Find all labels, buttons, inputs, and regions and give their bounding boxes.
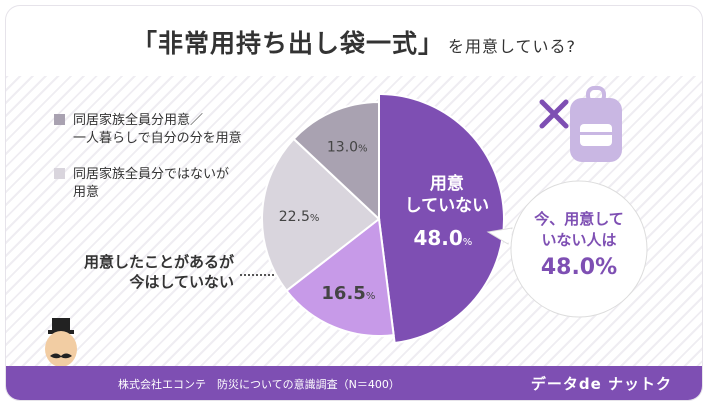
slice-name-label: していない [405,196,490,216]
slice-value-label: 13.0% [327,140,368,156]
callout-line: 今はしていない [129,273,234,291]
slice-value-label: 22.5% [279,209,320,225]
backpack-icon [570,86,622,162]
legend-swatch [54,168,65,179]
legend-item-full: 同居家族全員分用意／ 一人暮らしで自分の分を用意 [54,112,242,148]
speech-bubble [486,180,648,318]
slice-value-label: 16.5% [321,283,375,304]
cross-icon [539,99,569,129]
pie-slice [292,100,380,222]
title-main: 「非常用持ち出し袋一式」 [131,29,444,58]
pie-slice [261,137,381,293]
source-note: 株式会社エコンテ 防災についての意識調査（N＝400） [118,378,400,391]
footer-bar: 株式会社エコンテ 防災についての意識調査（N＝400） データde ナットク [6,366,702,400]
page-title: 「非常用持ち出し袋一式」 を用意している? [6,24,702,60]
slice-value-label: 48.0% [413,226,472,250]
legend-text: 用意 [73,185,100,200]
infographic-card: 「非常用持ち出し袋一式」 を用意している? 同居家族全員分用意／ 一人暮らしで自分… [6,6,702,400]
callout-label: 用意したことがあるが 今はしていない [34,252,234,292]
legend-text: 同居家族全員分ではないが [73,167,230,182]
brand-logo-text: データde ナットク [530,375,672,393]
legend-text: 一人暮らしで自分の分を用意 [73,131,242,146]
bubble-value: 48.0% [540,255,618,280]
callout-leader-line [240,274,282,276]
slice-name-label: 用意 [430,173,464,194]
pie-slices [261,92,505,345]
bubble-line: 今、用意して [534,210,624,228]
bubble-text: 今、用意して いない人は 48.0% [514,209,644,280]
bubble-line: いない人は [541,231,617,249]
pie-slice [378,92,505,345]
legend-item-partial: 同居家族全員分ではないが 用意 [54,166,229,202]
legend-swatch [54,114,65,125]
callout-line: 用意したことがあるが [83,253,234,271]
title-sub: を用意している? [448,37,577,56]
pie-slice [285,217,395,337]
legend-text: 同居家族全員分用意／ [73,113,204,128]
